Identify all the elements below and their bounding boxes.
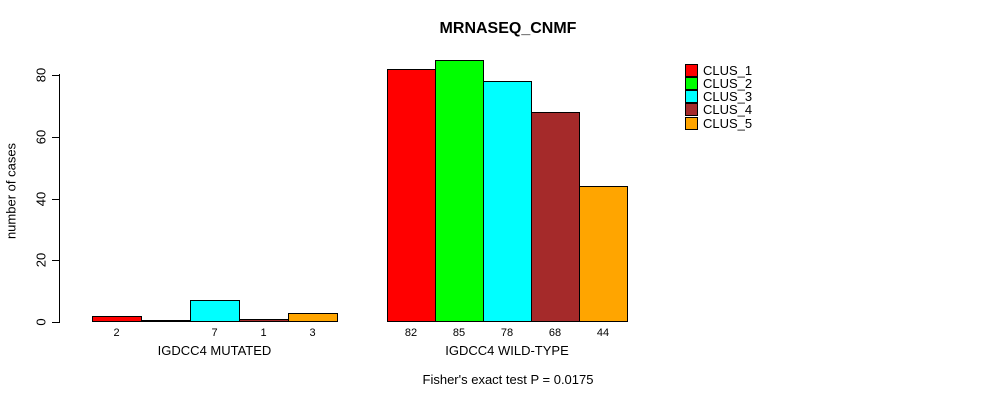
legend-label-clus-1: CLUS_1 xyxy=(703,62,753,78)
bar-value-label: 7 xyxy=(211,327,218,339)
legend-swatch-clus-2 xyxy=(685,77,698,90)
bar-value-label: 78 xyxy=(500,327,514,339)
legend-swatch-clus-4 xyxy=(685,103,698,117)
bar-clus-1-igdcc4-wild-type xyxy=(387,69,436,322)
y-tick-label: 80 xyxy=(33,67,49,83)
y-tick-label: 40 xyxy=(33,191,49,206)
bar-clus-4-igdcc4-mutated xyxy=(239,319,289,322)
legend-label-clus-4: CLUS_4 xyxy=(703,102,753,118)
y-tick-mark xyxy=(52,75,60,76)
legend-swatch-clus-3 xyxy=(685,90,698,104)
bar-clus-1-igdcc4-mutated xyxy=(92,316,142,322)
y-axis-label: number of cases xyxy=(3,142,19,240)
bar-clus-2-igdcc4-wild-type xyxy=(435,60,484,322)
bar-clus-3-igdcc4-mutated xyxy=(190,300,240,322)
y-tick-mark xyxy=(52,136,60,138)
group-label-igdcc4-mutated: IGDCC4 MUTATED xyxy=(157,343,272,358)
bar-value-label: 1 xyxy=(260,327,267,339)
legend-label-clus-2: CLUS_2 xyxy=(703,76,753,91)
bar-clus-5-igdcc4-wild-type xyxy=(579,186,628,322)
legend-label-clus-5: CLUS_5 xyxy=(703,115,753,131)
bar-clus-5-igdcc4-mutated xyxy=(288,313,338,322)
y-tick-mark xyxy=(52,198,60,200)
chart-title: MRNASEQ_CNMF xyxy=(439,20,577,37)
bar-value-label: 85 xyxy=(452,327,466,339)
bar-value-label: 3 xyxy=(309,327,316,339)
bar-clus-2-igdcc4-mutated-zero xyxy=(141,320,191,322)
y-tick-mark xyxy=(52,260,60,262)
bar-value-label: 68 xyxy=(548,327,562,339)
bar-clus-3-igdcc4-wild-type xyxy=(483,81,532,322)
bar-value-label: 82 xyxy=(404,327,418,339)
y-tick-label: 20 xyxy=(33,253,49,268)
legend-swatch-clus-5 xyxy=(685,116,698,130)
legend-swatch-clus-1 xyxy=(685,63,698,77)
bar-value-label: 44 xyxy=(596,327,610,339)
legend-label-clus-3: CLUS_3 xyxy=(703,89,753,105)
y-tick-label: 60 xyxy=(33,129,49,144)
bar-clus-4-igdcc4-wild-type xyxy=(531,112,580,322)
bar-value-label: 2 xyxy=(113,327,120,339)
group-label-igdcc4-wild-type: IGDCC4 WILD-TYPE xyxy=(445,343,569,358)
y-tick-label: 0 xyxy=(33,318,49,326)
fisher-test-note: Fisher's exact test P = 0.0175 xyxy=(422,372,594,387)
y-tick-mark xyxy=(52,322,60,323)
